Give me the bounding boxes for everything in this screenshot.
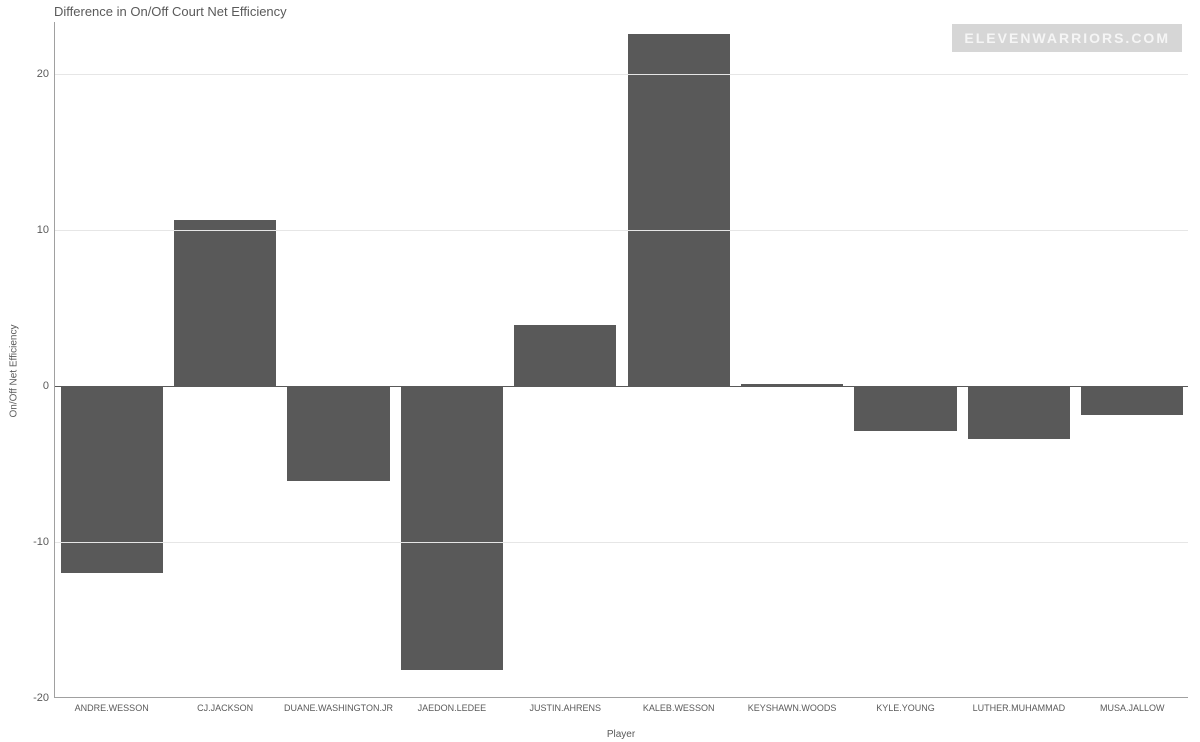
x-tick-label: CJ.JACKSON (197, 703, 253, 713)
y-tick-label: -20 (33, 692, 49, 704)
gridline (55, 230, 1188, 231)
bar (401, 386, 503, 670)
y-tick-label: -10 (33, 536, 49, 548)
x-tick-label: KEYSHAWN.WOODS (748, 703, 837, 713)
plot-area: -20-1001020ANDRE.WESSONCJ.JACKSONDUANE.W… (54, 22, 1188, 698)
bar (514, 325, 616, 386)
bar (61, 386, 163, 573)
x-tick-label: KALEB.WESSON (643, 703, 715, 713)
bar (628, 34, 730, 385)
y-tick-label: 20 (37, 68, 49, 80)
bar (174, 220, 276, 385)
x-tick-label: LUTHER.MUHAMMAD (973, 703, 1066, 713)
bar (287, 386, 389, 481)
x-tick-label: KYLE.YOUNG (876, 703, 935, 713)
x-tick-label: MUSA.JALLOW (1100, 703, 1165, 713)
gridline (55, 542, 1188, 543)
gridline (55, 74, 1188, 75)
y-tick-label: 10 (37, 224, 49, 236)
x-axis-label: Player (54, 729, 1188, 740)
x-tick-label: DUANE.WASHINGTON.JR (284, 703, 393, 713)
x-tick-label: JAEDON.LEDEE (418, 703, 487, 713)
zero-baseline (55, 386, 1188, 387)
bar (968, 386, 1070, 439)
bars-layer (55, 22, 1188, 697)
chart-container: Difference in On/Off Court Net Efficienc… (0, 0, 1200, 742)
chart-title: Difference in On/Off Court Net Efficienc… (54, 4, 287, 19)
x-tick-label: ANDRE.WESSON (75, 703, 149, 713)
x-tick-label: JUSTIN.AHRENS (530, 703, 602, 713)
bar (1081, 386, 1183, 416)
y-tick-label: 0 (43, 380, 49, 392)
y-axis-label: On/Off Net Efficiency (9, 324, 20, 417)
bar (854, 386, 956, 431)
